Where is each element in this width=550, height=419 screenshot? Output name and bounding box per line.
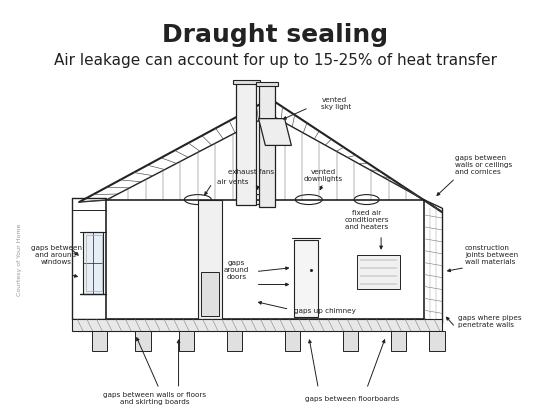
Polygon shape (73, 319, 442, 331)
Polygon shape (83, 232, 103, 295)
Text: construction
joints between
wall materials: construction joints between wall materia… (465, 245, 518, 265)
Text: gaps between walls or floors
and skirting boards: gaps between walls or floors and skirtin… (103, 392, 206, 405)
Ellipse shape (184, 194, 211, 204)
Text: Draught sealing: Draught sealing (162, 23, 388, 47)
Text: gaps between floorboards: gaps between floorboards (305, 396, 399, 402)
Polygon shape (233, 80, 260, 84)
Polygon shape (430, 331, 445, 351)
Polygon shape (92, 331, 107, 351)
Text: air vents: air vents (217, 179, 249, 185)
Text: fixed air
conditioners
and heaters: fixed air conditioners and heaters (344, 210, 389, 230)
Text: Air leakage can account for up to 15-25% of heat transfer: Air leakage can account for up to 15-25%… (53, 53, 497, 68)
Polygon shape (201, 272, 219, 316)
Text: gaps up chimney: gaps up chimney (294, 308, 356, 314)
Polygon shape (343, 331, 358, 351)
Polygon shape (135, 331, 151, 351)
Text: Courtesy of Your Home: Courtesy of Your Home (17, 223, 22, 296)
Ellipse shape (295, 194, 322, 204)
Polygon shape (294, 240, 318, 317)
Text: gaps between
and around
windows: gaps between and around windows (31, 245, 81, 265)
Polygon shape (179, 331, 194, 351)
Text: vented
sky light: vented sky light (321, 97, 351, 110)
Text: gaps
around
doors: gaps around doors (224, 260, 249, 279)
Polygon shape (390, 331, 406, 351)
Polygon shape (236, 83, 256, 205)
Polygon shape (258, 85, 275, 207)
Ellipse shape (354, 194, 379, 204)
Ellipse shape (244, 194, 271, 204)
Text: vented
downlights: vented downlights (304, 169, 343, 182)
Polygon shape (357, 255, 400, 290)
Polygon shape (198, 200, 222, 319)
Polygon shape (285, 331, 300, 351)
Text: gaps between
walls or ceilings
and cornices: gaps between walls or ceilings and corni… (455, 155, 513, 175)
Polygon shape (258, 119, 292, 145)
Text: exhaust fans: exhaust fans (228, 169, 274, 175)
Polygon shape (256, 82, 278, 86)
Polygon shape (227, 331, 242, 351)
Text: gaps where pipes
penetrate walls: gaps where pipes penetrate walls (458, 315, 522, 328)
